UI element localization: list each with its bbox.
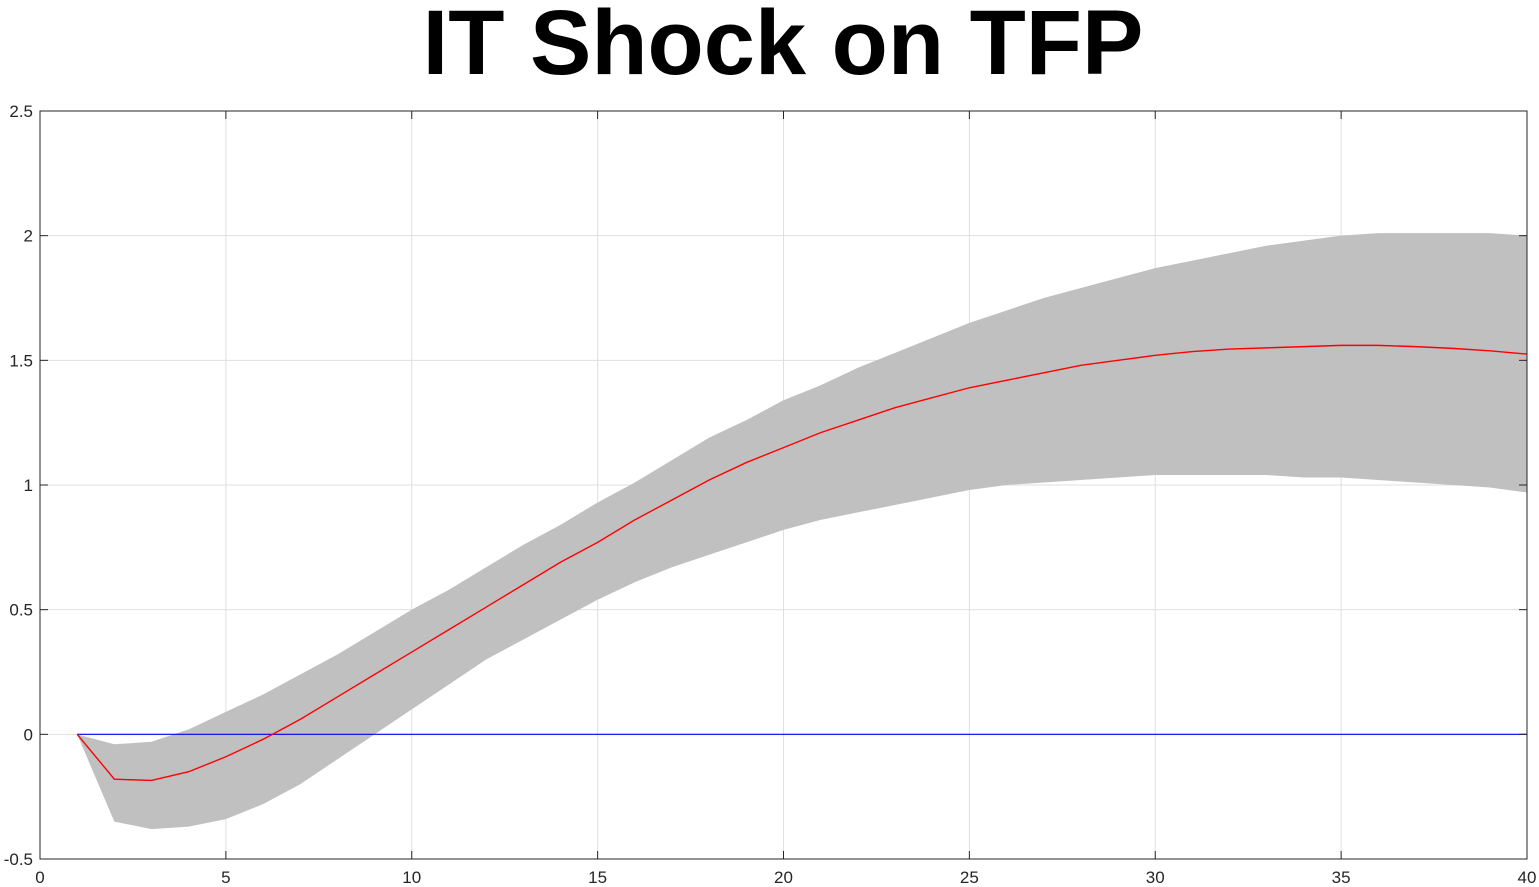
x-tick-label: 35 xyxy=(1332,868,1351,887)
x-tick-label: 0 xyxy=(35,868,44,887)
y-tick-label: 2 xyxy=(24,227,33,246)
y-tick-label: 0.5 xyxy=(9,601,33,620)
y-tick-label: 0 xyxy=(24,725,33,744)
x-tick-label: 15 xyxy=(588,868,607,887)
x-tick-label: 30 xyxy=(1146,868,1165,887)
y-tick-label: 1 xyxy=(24,476,33,495)
y-tick-label: 2.5 xyxy=(9,102,33,121)
confidence-band xyxy=(77,233,1527,830)
x-tick-label: 25 xyxy=(960,868,979,887)
impulse-response-line xyxy=(76,344,1528,782)
y-tick-label: 1.5 xyxy=(9,351,33,370)
x-tick-label: 40 xyxy=(1518,868,1537,887)
x-tick-label: 10 xyxy=(402,868,421,887)
x-tick-label: 20 xyxy=(774,868,793,887)
x-tick-label: 5 xyxy=(221,868,230,887)
chart-title: IT Shock on TFP xyxy=(422,0,1144,94)
y-tick-label: -0.5 xyxy=(4,850,33,869)
